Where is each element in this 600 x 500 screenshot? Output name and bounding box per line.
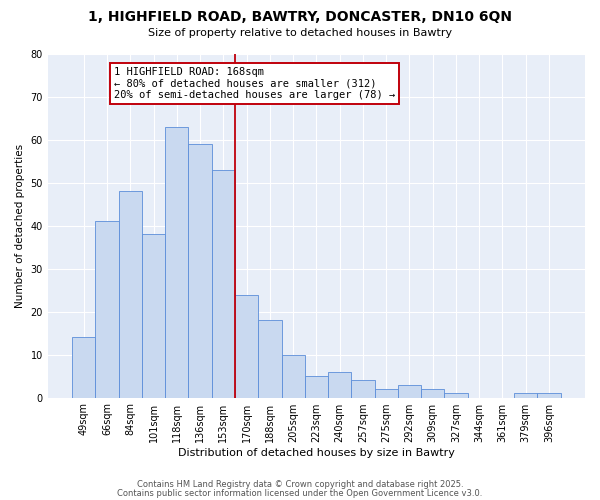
Bar [281,354,305,398]
Bar [514,394,538,398]
Text: Contains public sector information licensed under the Open Government Licence v3: Contains public sector information licen… [118,489,482,498]
Text: Size of property relative to detached houses in Bawtry: Size of property relative to detached ho… [148,28,452,38]
Bar [212,170,235,398]
Bar [188,144,212,398]
Bar [445,394,467,398]
Bar [142,234,165,398]
X-axis label: Distribution of detached houses by size in Bawtry: Distribution of detached houses by size … [178,448,455,458]
Bar [119,192,142,398]
Bar [72,338,95,398]
Bar [165,127,188,398]
Bar [258,320,281,398]
Y-axis label: Number of detached properties: Number of detached properties [15,144,25,308]
Bar [421,389,445,398]
Bar [374,389,398,398]
Bar [305,376,328,398]
Bar [235,294,258,398]
Bar [398,384,421,398]
Text: Contains HM Land Registry data © Crown copyright and database right 2025.: Contains HM Land Registry data © Crown c… [137,480,463,489]
Text: 1, HIGHFIELD ROAD, BAWTRY, DONCASTER, DN10 6QN: 1, HIGHFIELD ROAD, BAWTRY, DONCASTER, DN… [88,10,512,24]
Bar [351,380,374,398]
Bar [328,372,351,398]
Bar [538,394,560,398]
Text: 1 HIGHFIELD ROAD: 168sqm
← 80% of detached houses are smaller (312)
20% of semi-: 1 HIGHFIELD ROAD: 168sqm ← 80% of detach… [114,67,395,100]
Bar [95,222,119,398]
